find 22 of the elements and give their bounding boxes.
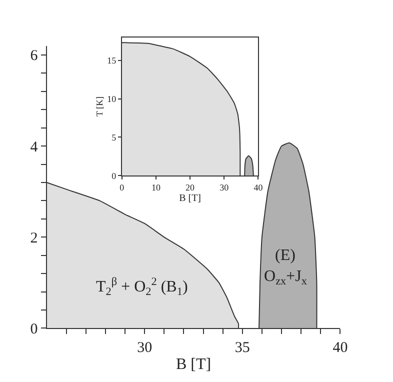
y-tick-label: 6 <box>30 48 38 64</box>
annotation: (E) <box>275 247 296 264</box>
y-tick-label: 4 <box>30 139 38 156</box>
x-tick-label: 0 <box>120 182 125 192</box>
x-tick-label: 10 <box>151 182 161 192</box>
text: T$_{2}$$^{β}$ + O$_{2}$$^{2}$ (B$_{1}$) <box>96 276 188 298</box>
y-axis-title: T [K] <box>94 96 104 117</box>
x-axis-title: B [T] <box>179 192 202 204</box>
y-tick-label: 5 <box>112 132 117 142</box>
x-tick-label: 30 <box>220 182 230 192</box>
x-tick-label: 35 <box>234 340 250 356</box>
x-axis-title: B [T] <box>176 356 212 373</box>
x-tick-label: 40 <box>332 340 348 356</box>
annotation: O$_{zx}$+J$_{x}$ <box>264 268 308 288</box>
y-tick-label: 2 <box>30 230 38 246</box>
x-tick-label: 30 <box>137 340 152 356</box>
x-tick-label: 40 <box>254 182 264 192</box>
y-tick-label: 10 <box>107 94 117 104</box>
y-tick-label: 0 <box>112 170 117 181</box>
x-tick-label: 20 <box>186 182 196 192</box>
y-tick-label: 15 <box>107 56 117 66</box>
y-tick-label: 0 <box>30 321 38 338</box>
